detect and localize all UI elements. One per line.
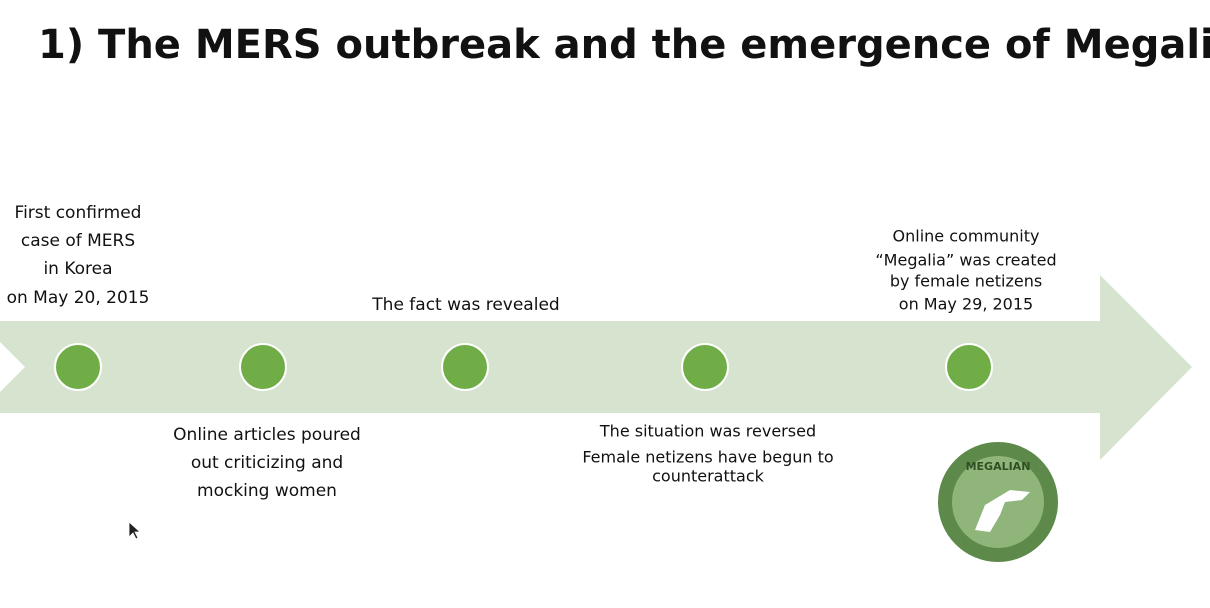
event-text: “Megalia” was created bbox=[875, 251, 1056, 270]
slide-title: 1) The MERS outbreak and the emergence o… bbox=[38, 22, 1210, 68]
event-text: Online community bbox=[893, 227, 1040, 246]
event-text: The fact was revealed bbox=[371, 295, 559, 315]
event-text: case of MERS bbox=[21, 231, 135, 251]
timeline-node bbox=[945, 343, 993, 391]
timeline-node bbox=[239, 343, 287, 391]
event-text: Online articles poured bbox=[173, 425, 361, 445]
logo: MEGALIAN bbox=[938, 442, 1058, 562]
mouse-cursor bbox=[128, 521, 142, 540]
timeline-node bbox=[681, 343, 729, 391]
event-text: on May 20, 2015 bbox=[7, 288, 150, 308]
timeline-arrow bbox=[0, 275, 1192, 460]
logo-hand bbox=[975, 490, 1030, 532]
event-text: in Korea bbox=[43, 259, 112, 279]
event-text: First confirmed bbox=[15, 203, 142, 223]
event-text: Female netizens have begun to bbox=[582, 448, 833, 467]
logo-text: MEGALIAN bbox=[966, 460, 1031, 473]
event-text: on May 29, 2015 bbox=[899, 295, 1033, 314]
event-text: out criticizing and bbox=[191, 453, 343, 473]
event-text: mocking women bbox=[197, 481, 337, 501]
event-text: The situation was reversed bbox=[599, 422, 816, 441]
event-text: counterattack bbox=[652, 467, 765, 486]
timeline-node bbox=[54, 343, 102, 391]
event-text: by female netizens bbox=[890, 272, 1042, 291]
timeline-node bbox=[441, 343, 489, 391]
